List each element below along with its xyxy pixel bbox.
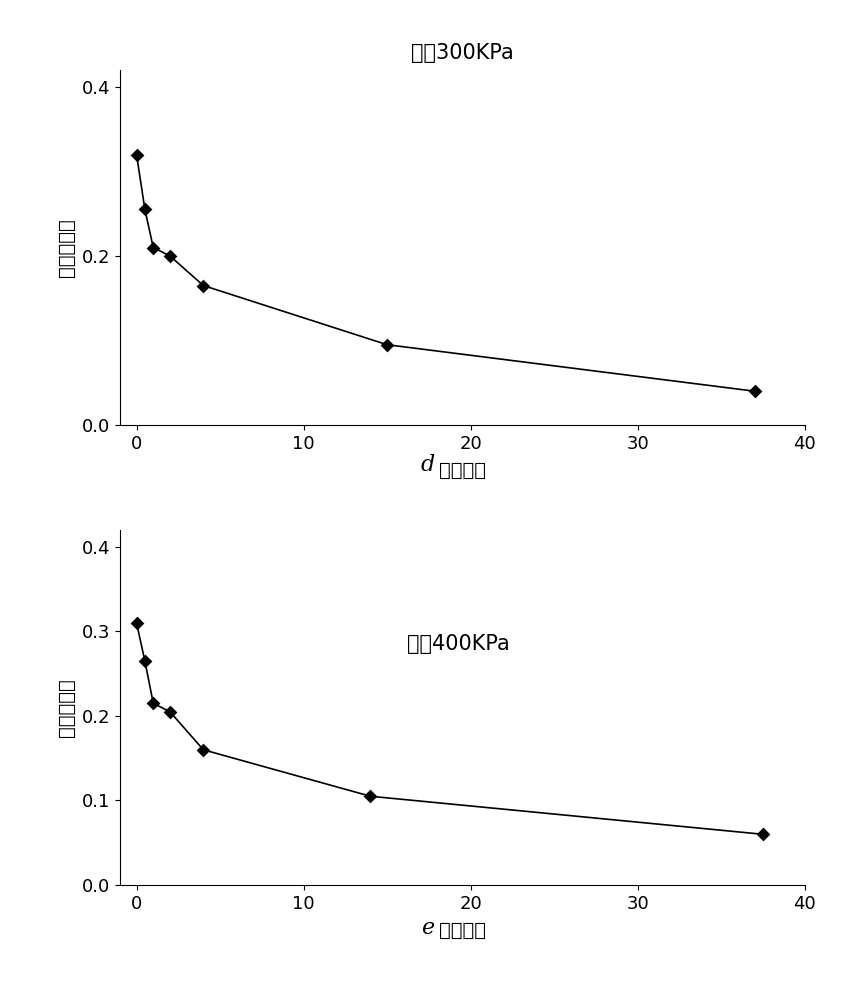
Point [138,653,152,669]
Y-axis label: 质量含水量: 质量含水量 [57,218,76,277]
Y-axis label: 质量含水量: 质量含水量 [57,678,76,737]
Point [197,742,211,758]
Title: 围压300KPa: 围压300KPa [411,43,514,63]
Point [197,278,211,294]
Point [130,615,144,631]
Point [756,826,770,842]
X-axis label: 基质吸力: 基质吸力 [439,921,485,940]
Text: 围压400KPa: 围压400KPa [407,634,510,654]
Point [146,239,160,255]
Point [747,383,761,399]
Point [163,248,177,264]
Point [130,147,144,163]
X-axis label: 基质吸力: 基质吸力 [439,461,485,480]
Point [163,704,177,720]
Point [138,201,152,217]
Text: d: d [421,454,435,476]
Point [380,337,394,353]
Point [146,695,160,711]
Point [364,788,377,804]
Text: e: e [421,917,435,939]
